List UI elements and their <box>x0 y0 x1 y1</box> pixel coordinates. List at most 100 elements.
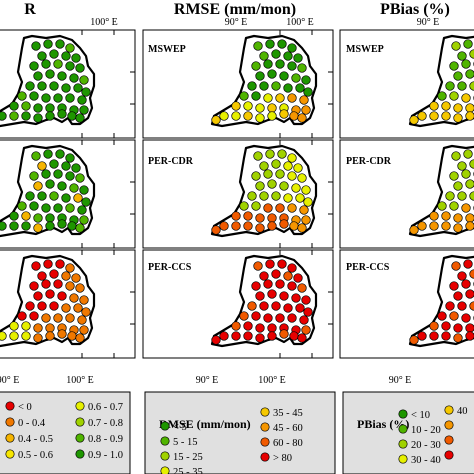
station-marker <box>45 69 55 79</box>
station-marker <box>29 91 39 101</box>
station-marker <box>267 323 277 333</box>
legend-item-label: 25 - 35 <box>173 467 203 474</box>
station-marker <box>231 101 241 111</box>
station-marker <box>293 53 303 63</box>
station-marker <box>297 173 307 183</box>
station-marker <box>31 41 41 51</box>
station-marker <box>255 223 265 233</box>
station-marker <box>255 291 265 301</box>
station-marker <box>287 313 297 323</box>
station-marker <box>75 113 85 123</box>
station-marker <box>453 213 463 223</box>
station-marker <box>289 111 299 121</box>
station-marker <box>287 61 297 71</box>
station-marker <box>255 103 265 113</box>
station-marker <box>449 171 459 181</box>
station-marker <box>29 171 39 181</box>
station-marker <box>457 51 467 61</box>
station-marker <box>279 329 289 339</box>
station-marker <box>295 303 305 313</box>
station-marker <box>29 61 39 71</box>
station-marker <box>445 301 455 311</box>
legend-item-label: < 0 <box>18 402 32 413</box>
legend-title: RMSE (mm/mon) <box>159 417 251 431</box>
station-marker <box>21 221 31 231</box>
station-marker <box>41 313 51 323</box>
station-marker <box>263 59 273 69</box>
station-marker <box>239 311 249 321</box>
station-marker <box>0 221 7 231</box>
station-marker <box>53 313 63 323</box>
station-marker <box>295 83 305 93</box>
station-marker <box>465 289 474 299</box>
station-marker <box>289 331 299 341</box>
station-marker <box>81 87 91 97</box>
station-marker <box>457 191 467 201</box>
legend-swatch <box>260 452 270 462</box>
station-marker <box>251 201 261 211</box>
station-marker <box>67 331 77 341</box>
station-marker <box>255 181 265 191</box>
station-marker <box>465 111 474 121</box>
station-marker <box>463 149 473 159</box>
legend-rmse: RMSE (mm/mon)< 5 5 - 15 15 - 25 25 - 35 35 -… <box>144 391 336 474</box>
station-marker <box>43 259 53 269</box>
station-marker <box>275 313 285 323</box>
station-marker <box>263 169 273 179</box>
station-marker <box>65 171 75 181</box>
legend-item-label: 30 - 40 <box>411 455 441 466</box>
station-marker <box>461 203 471 213</box>
station-marker <box>75 223 85 233</box>
station-marker <box>287 43 297 53</box>
station-marker <box>41 59 51 69</box>
station-marker <box>267 221 277 231</box>
station-marker <box>45 213 55 223</box>
station-marker <box>275 169 285 179</box>
station-marker <box>457 301 467 311</box>
station-marker <box>297 63 307 73</box>
station-marker <box>49 191 59 201</box>
map-panel-rmse-mswep <box>142 29 334 139</box>
station-marker <box>239 201 249 211</box>
legend-swatch <box>75 401 85 411</box>
legend-swatch <box>398 424 408 434</box>
station-marker <box>253 261 263 271</box>
station-marker <box>251 281 261 291</box>
station-marker <box>81 307 91 317</box>
station-marker <box>259 81 269 91</box>
station-marker <box>31 261 41 271</box>
station-marker <box>437 311 447 321</box>
legend-item-label: < 5 <box>173 422 187 433</box>
station-marker <box>299 95 309 105</box>
station-marker <box>45 179 55 189</box>
station-marker <box>17 201 27 211</box>
legend-item-label: 45 - 60 <box>273 423 303 434</box>
station-marker <box>271 159 281 169</box>
station-marker <box>441 211 451 221</box>
tick-lon-100-col2-bottom: 100° E <box>258 375 286 386</box>
station-marker <box>255 113 265 123</box>
legend-swatch <box>444 435 454 445</box>
legend-item-label: 0 - 0.4 <box>18 418 46 429</box>
station-marker <box>275 59 285 69</box>
station-marker <box>429 221 439 231</box>
legend-box <box>144 391 336 474</box>
station-marker <box>465 323 474 333</box>
station-marker <box>37 81 47 91</box>
station-marker <box>231 321 241 331</box>
legend-swatch <box>260 407 270 417</box>
station-marker <box>45 111 55 121</box>
legend-item-label: 60 - 80 <box>273 438 303 449</box>
station-marker <box>33 333 43 343</box>
station-marker <box>53 279 63 289</box>
station-marker <box>457 81 467 91</box>
station-marker <box>469 191 474 201</box>
station-marker <box>37 301 47 311</box>
station-marker <box>79 75 89 85</box>
station-marker <box>275 93 285 103</box>
station-marker <box>275 203 285 213</box>
station-marker <box>429 331 439 341</box>
station-marker <box>219 221 229 231</box>
